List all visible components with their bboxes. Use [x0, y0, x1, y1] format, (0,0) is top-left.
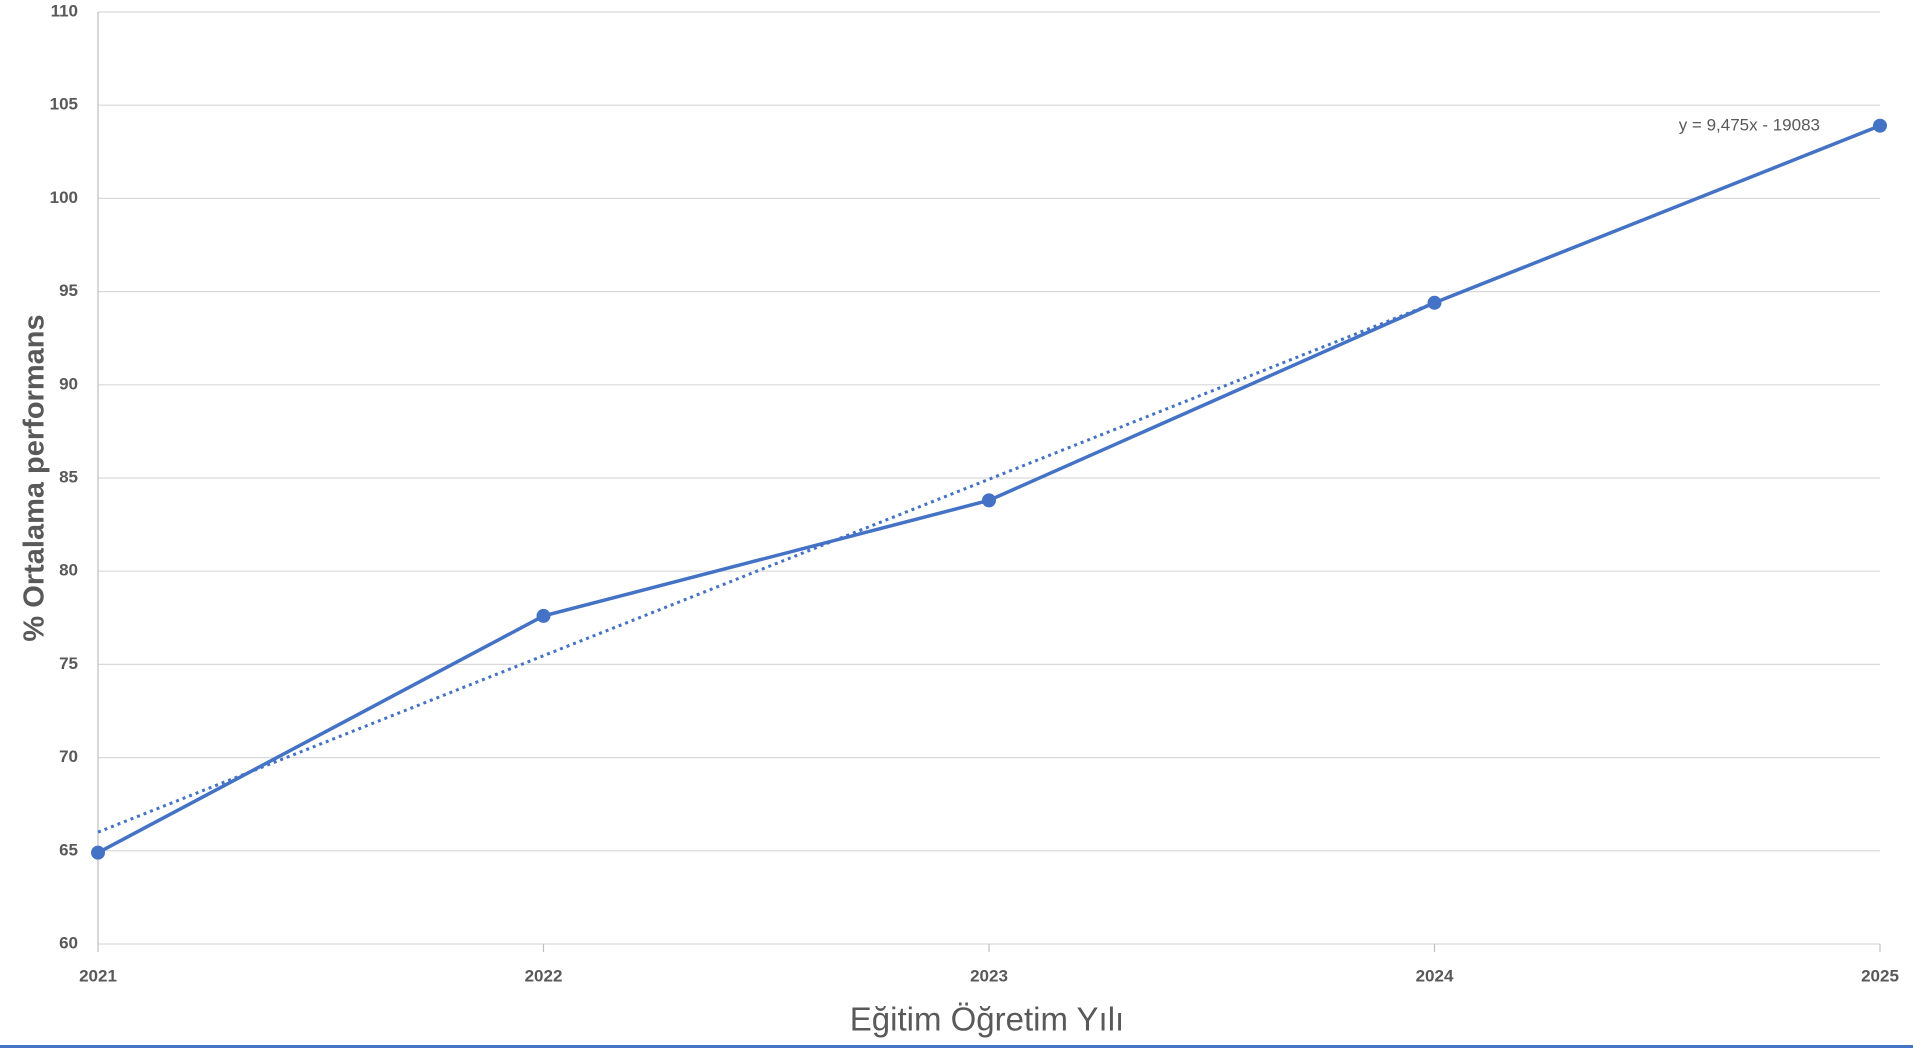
data-point: [91, 845, 105, 860]
y-tick-label: 105: [50, 95, 78, 114]
data-point: [982, 493, 996, 508]
y-tick-label: 90: [59, 374, 78, 393]
series-line: [97, 124, 1881, 855]
y-tick-label: 70: [59, 747, 78, 766]
x-tick-label: 2023: [970, 966, 1008, 985]
x-tick-label: 2022: [525, 966, 563, 985]
y-tick-label: 110: [51, 1, 78, 20]
trendline: [97, 301, 1436, 834]
x-tick-label: 2024: [1416, 966, 1454, 985]
trendline-equation: y = 9,475x - 19083: [1679, 115, 1820, 134]
y-tick-label: 60: [59, 933, 78, 952]
y-tick-label: 95: [59, 281, 78, 300]
y-axis-title: % Ortalama performans: [19, 314, 51, 641]
data-point: [1427, 295, 1442, 310]
y-tick-label: 85: [59, 467, 78, 486]
y-tick-label: 100: [50, 188, 78, 207]
bottom-border: [0, 1045, 1913, 1048]
data-point: [1873, 118, 1887, 133]
x-tick-label: 2025: [1861, 966, 1899, 985]
y-tick-label: 65: [59, 840, 78, 859]
x-tick-label: 2021: [79, 966, 117, 985]
x-axis-title: Eğitim Öğretim Yılı: [850, 1001, 1124, 1038]
y-tick-label: 80: [59, 561, 78, 580]
data-point: [536, 608, 551, 623]
y-tick-label: 75: [59, 654, 78, 673]
